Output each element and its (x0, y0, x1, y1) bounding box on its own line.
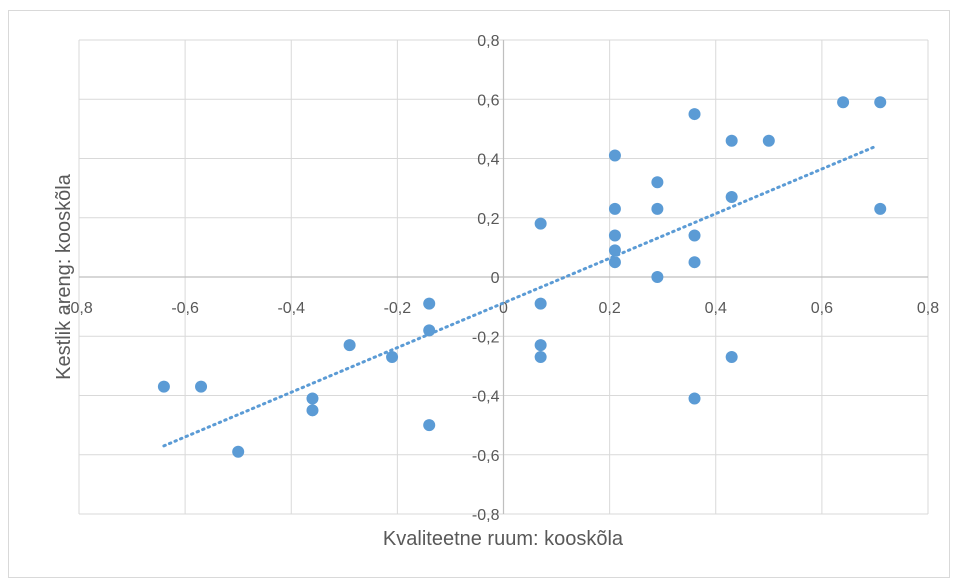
y-tick-label: -0,4 (472, 389, 500, 406)
data-point-32 (874, 202, 887, 215)
data-point-30 (837, 96, 850, 109)
trendline-group (162, 145, 877, 448)
x-tick-label: 0,8 (917, 300, 939, 317)
data-point-4 (306, 404, 319, 417)
data-point-20 (651, 202, 664, 215)
y-tick-label: 0,8 (477, 33, 499, 50)
x-tick-label: -0,6 (171, 300, 199, 317)
data-point-29 (762, 134, 775, 147)
y-tick-label: 0,6 (477, 92, 499, 109)
chart-frame (8, 10, 950, 578)
x-tick-label: 0,4 (705, 300, 727, 317)
data-point-25 (688, 392, 701, 405)
data-point-23 (688, 229, 701, 242)
data-point-18 (608, 256, 621, 269)
y-tick-labels: -0,8 -0,6 -0,4 -0,2 0 0,2 0,4 0,6 0,8 (472, 33, 500, 524)
data-point-14 (608, 149, 621, 162)
data-point-27 (725, 191, 738, 204)
x-tick-label: -0,8 (65, 300, 93, 317)
y-tick-label: -0,8 (472, 507, 500, 524)
data-point-8 (423, 324, 436, 337)
x-tick-labels: -0,8 -0,6 -0,4 -0,2 0 0,2 0,4 0,6 0,8 (65, 300, 939, 317)
data-point-28 (725, 350, 738, 363)
y-tick-label: 0,2 (477, 211, 499, 228)
data-point-1 (195, 380, 208, 393)
y-tick-label: 0,4 (477, 152, 499, 169)
data-point-26 (725, 134, 738, 147)
trendline (162, 145, 877, 448)
y-axis-title: Kestlik areng: kooskõla (53, 173, 75, 380)
data-point-21 (651, 271, 664, 283)
data-point-11 (534, 297, 547, 310)
data-point-15 (608, 202, 621, 215)
data-point-0 (157, 380, 170, 393)
data-point-10 (534, 217, 547, 230)
data-point-17 (608, 244, 621, 257)
data-point-7 (423, 297, 436, 310)
y-tick-label: 0 (491, 270, 500, 287)
data-point-19 (651, 176, 664, 189)
x-tick-label: 0 (499, 300, 508, 317)
data-point-22 (688, 108, 701, 121)
y-tick-label: -0,2 (472, 329, 500, 346)
data-point-24 (688, 256, 701, 269)
data-point-6 (386, 350, 399, 363)
data-point-9 (423, 419, 436, 432)
data-point-2 (232, 445, 245, 458)
y-tick-label: -0,6 (472, 448, 500, 465)
x-tick-label: -0,2 (384, 300, 412, 317)
data-point-3 (306, 392, 319, 405)
axes (79, 40, 928, 514)
data-point-5 (343, 339, 356, 352)
data-point-16 (608, 229, 621, 242)
data-points (157, 96, 887, 458)
data-point-13 (534, 350, 547, 363)
x-tick-label: -0,4 (277, 300, 305, 317)
data-point-12 (534, 339, 547, 352)
x-tick-label: 0,6 (811, 300, 833, 317)
data-point-31 (874, 96, 887, 109)
x-tick-label: 0,2 (599, 300, 621, 317)
x-axis-title: Kvaliteetne ruum: kooskõla (383, 528, 624, 550)
